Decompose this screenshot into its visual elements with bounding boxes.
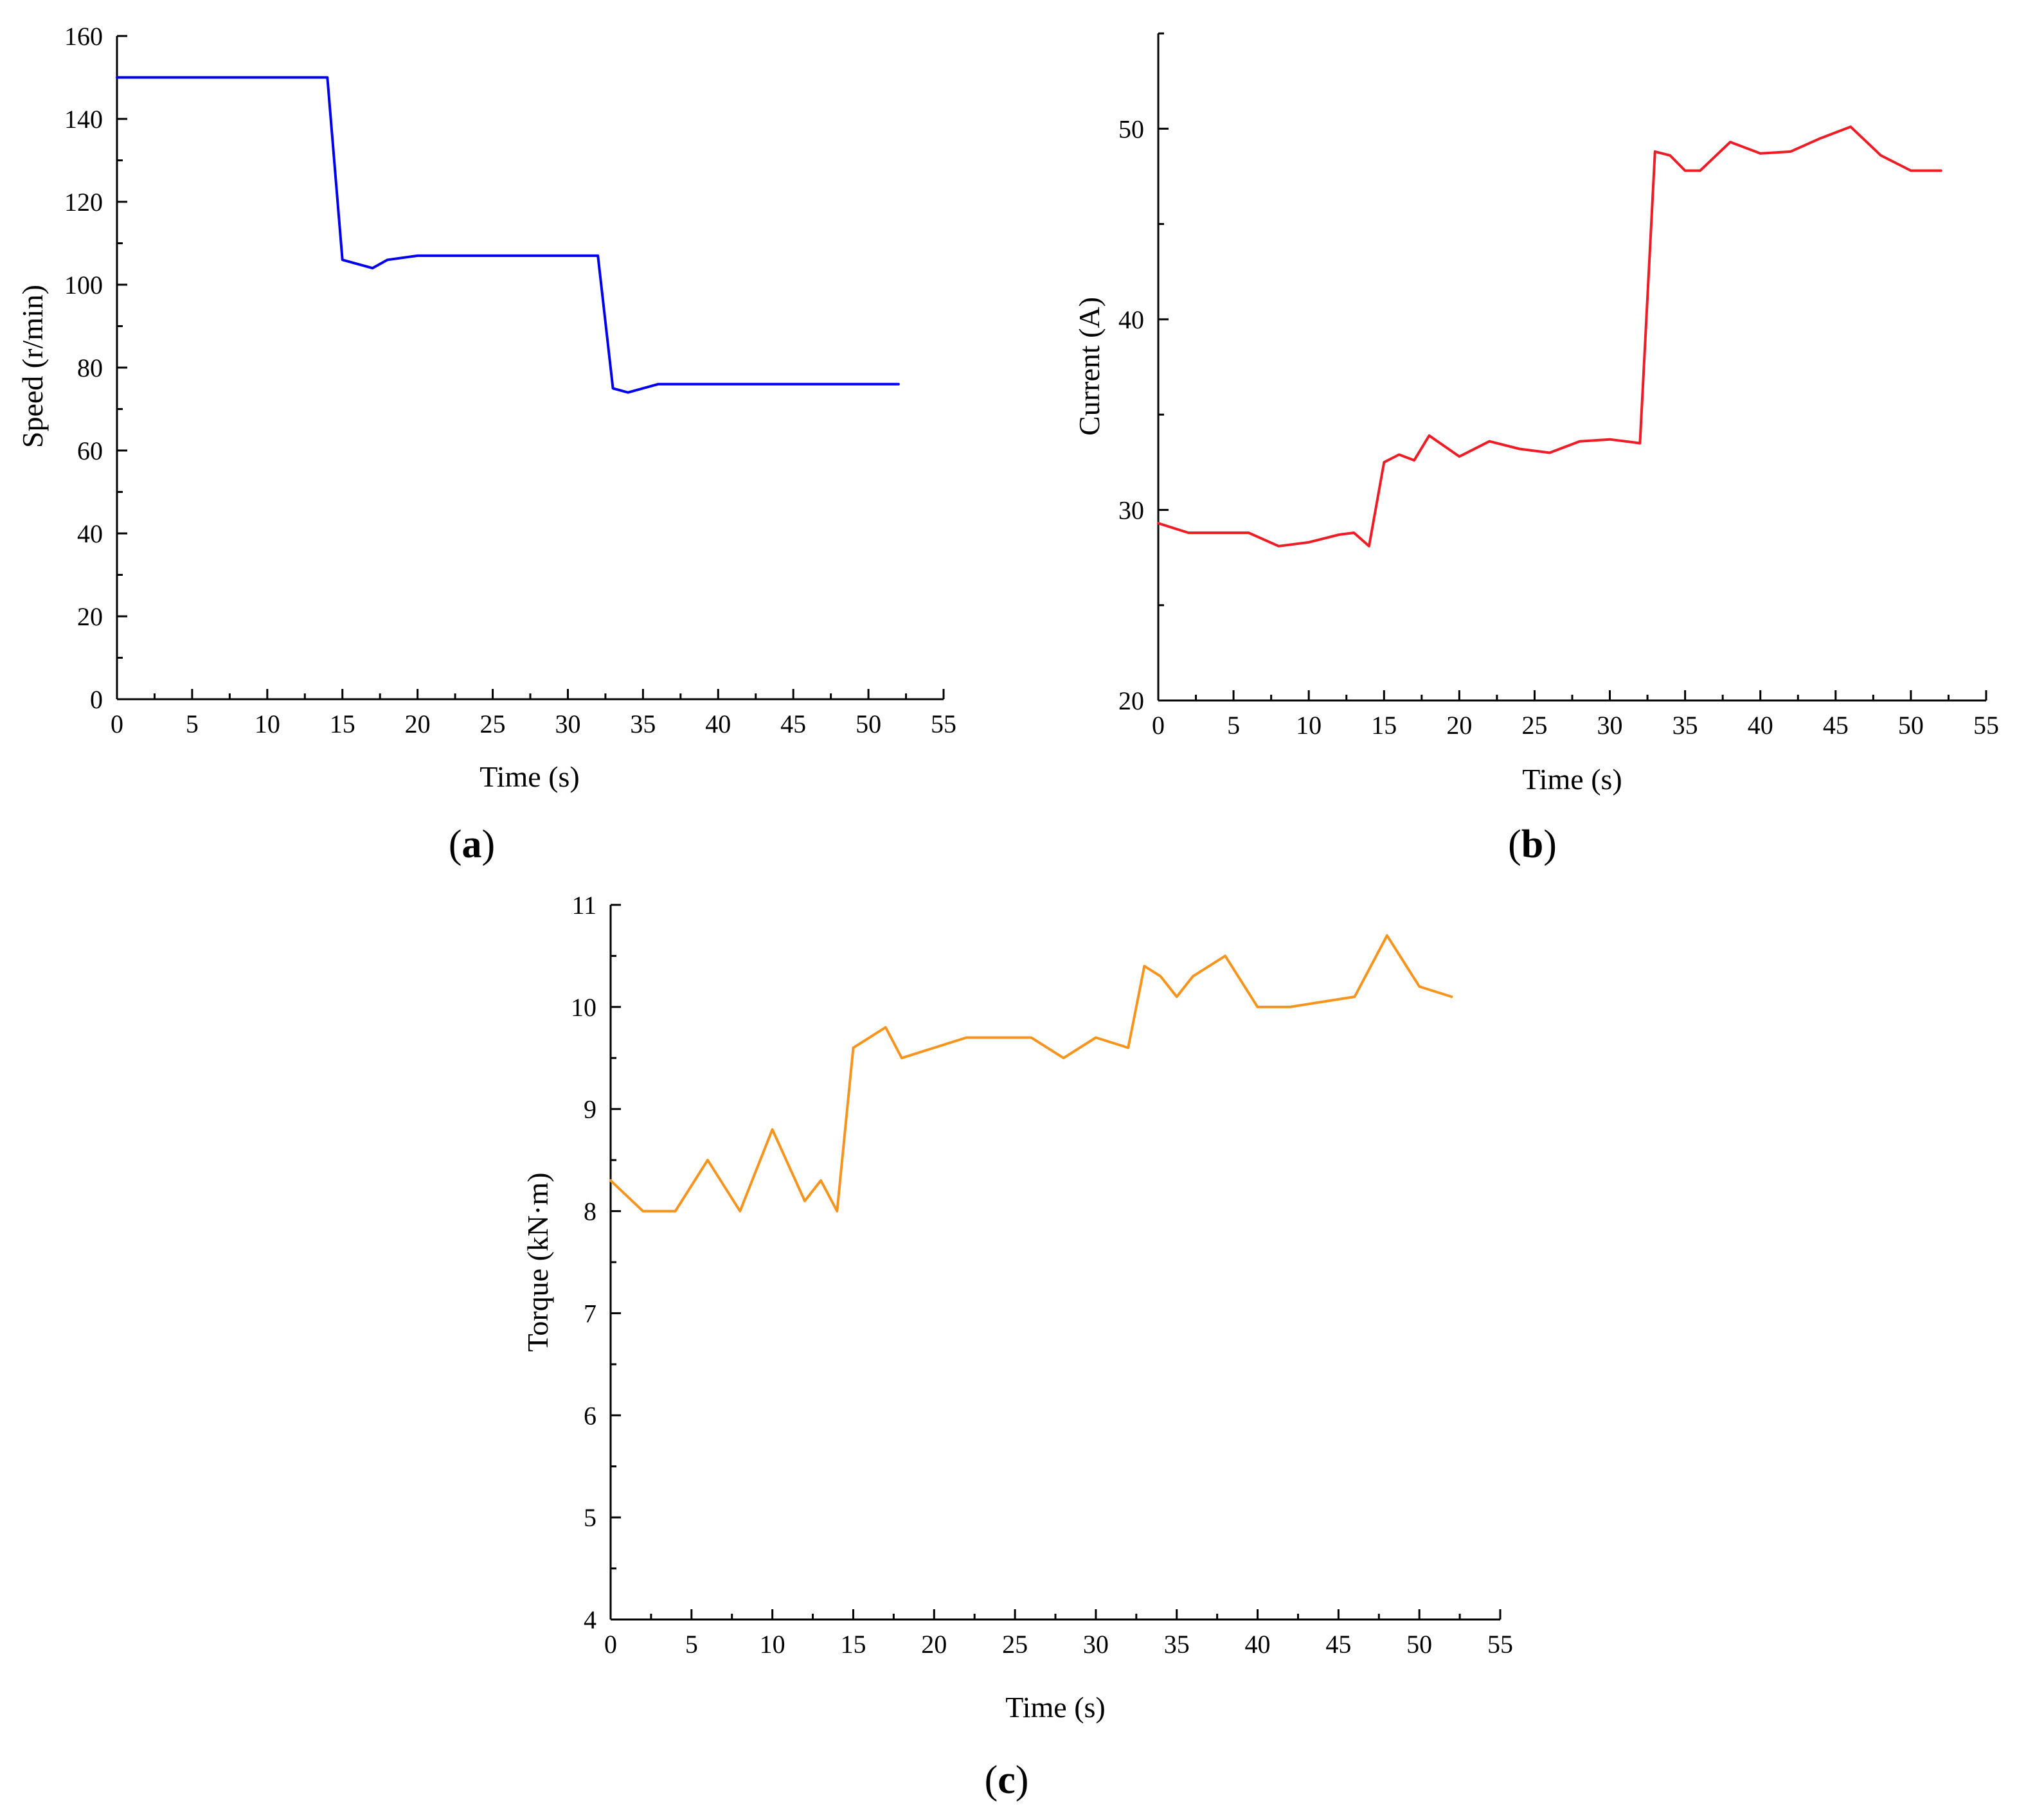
speed-chart-panel: 0 5 10 15 20 25 30 35 40 45 50 55 0 20 40 60 80 100 120 140… (16, 22, 956, 866)
torque-y-tick-label: 4 (584, 1605, 596, 1634)
current-x-tick-label: 25 (1521, 711, 1547, 740)
torque-y-axis-title: Torque (kN·m) (521, 1172, 554, 1352)
torque-x-tick-label: 45 (1325, 1630, 1351, 1659)
torque-x-tick-label: 5 (685, 1630, 698, 1659)
speed-series-line (116, 76, 900, 394)
panel-label-c-letter: c (998, 1758, 1016, 1802)
current-x-tick-label: 35 (1672, 711, 1698, 740)
current-x-tick-label: 15 (1371, 711, 1397, 740)
current-x-tick-label: 45 (1823, 711, 1849, 740)
speed-x-tick-label: 55 (931, 709, 956, 738)
speed-y-tick-label: 80 (77, 353, 103, 382)
torque-y-tick-label: 11 (571, 891, 596, 920)
speed-x-tick-label: 50 (856, 709, 881, 738)
speed-y-tick-label: 120 (64, 188, 103, 217)
current-x-tick-label: 55 (1973, 711, 1999, 740)
speed-x-tick-label: 45 (780, 709, 806, 738)
speed-y-tick-label: 60 (77, 436, 103, 465)
current-x-tick-label: 50 (1898, 711, 1924, 740)
speed-y-tick-label: 0 (90, 685, 103, 714)
torque-y-tick-label: 10 (571, 993, 596, 1022)
current-series-line (1157, 125, 1942, 548)
speed-y-tick-label: 140 (64, 105, 103, 134)
torque-x-tick-label: 15 (840, 1630, 866, 1659)
speed-y-tick-label: 160 (64, 22, 103, 51)
speed-x-tick-label: 5 (186, 709, 199, 738)
torque-y-tick-label: 6 (584, 1401, 596, 1430)
speed-x-tick-label: 15 (330, 709, 355, 738)
speed-x-tick-label: 0 (111, 709, 123, 738)
current-x-tick-label: 30 (1597, 711, 1623, 740)
speed-y-tick-label: 20 (77, 602, 103, 631)
torque-series-line (609, 934, 1453, 1213)
panel-label-a: (a) (449, 823, 495, 866)
torque-x-axis-title: Time (s) (1005, 1691, 1106, 1724)
panel-label-b-letter: b (1521, 823, 1543, 866)
torque-y-tick-label: 9 (584, 1095, 596, 1124)
torque-x-tick-label: 10 (760, 1630, 785, 1659)
panel-label-b: (b) (1508, 823, 1557, 866)
speed-x-tick-label: 25 (480, 709, 506, 738)
speed-y-tick-label: 100 (64, 271, 103, 299)
torque-x-tick-label: 20 (921, 1630, 947, 1659)
speed-x-tick-label: 40 (705, 709, 731, 738)
current-plot-area: 0 5 10 15 20 25 30 35 40 45 50 55 20 30 40 50 (1118, 32, 1999, 740)
torque-x-tick-label: 30 (1083, 1630, 1109, 1659)
torque-x-tick-label: 0 (604, 1630, 617, 1659)
torque-y-tick-label: 7 (584, 1299, 596, 1328)
torque-x-tick-label: 55 (1487, 1630, 1513, 1659)
current-x-tick-label: 5 (1227, 711, 1240, 740)
current-x-tick-label: 10 (1296, 711, 1322, 740)
current-x-tick-label: 0 (1152, 711, 1165, 740)
speed-x-tick-label: 30 (555, 709, 580, 738)
torque-x-tick-label: 50 (1406, 1630, 1432, 1659)
speed-y-axis-title: Speed (r/min) (16, 285, 49, 448)
speed-x-tick-label: 35 (630, 709, 656, 738)
panel-label-c: (c) (985, 1758, 1029, 1802)
speed-plot-area: 0 5 10 15 20 25 30 35 40 45 50 55 0 20 40 60 80 100 120 140… (64, 22, 956, 738)
current-y-axis-title: Current (A) (1073, 297, 1106, 436)
torque-x-tick-label: 40 (1245, 1630, 1271, 1659)
torque-x-tick-label: 25 (1002, 1630, 1028, 1659)
current-x-tick-label: 40 (1748, 711, 1773, 740)
speed-x-axis-title: Time (s) (480, 760, 580, 793)
current-y-tick-label: 50 (1118, 114, 1144, 143)
torque-y-tick-label: 5 (584, 1503, 596, 1532)
speed-x-tick-label: 20 (405, 709, 431, 738)
panel-label-a-letter: a (462, 823, 482, 866)
torque-y-tick-label: 8 (584, 1197, 596, 1226)
speed-y-tick-label: 40 (77, 519, 103, 548)
torque-x-tick-label: 35 (1164, 1630, 1190, 1659)
current-x-axis-title: Time (s) (1522, 763, 1622, 796)
current-x-tick-label: 20 (1446, 711, 1472, 740)
current-y-tick-label: 40 (1118, 305, 1144, 334)
speed-x-tick-label: 10 (255, 709, 280, 738)
current-y-tick-label: 20 (1118, 686, 1144, 715)
current-y-tick-label: 30 (1118, 495, 1144, 524)
